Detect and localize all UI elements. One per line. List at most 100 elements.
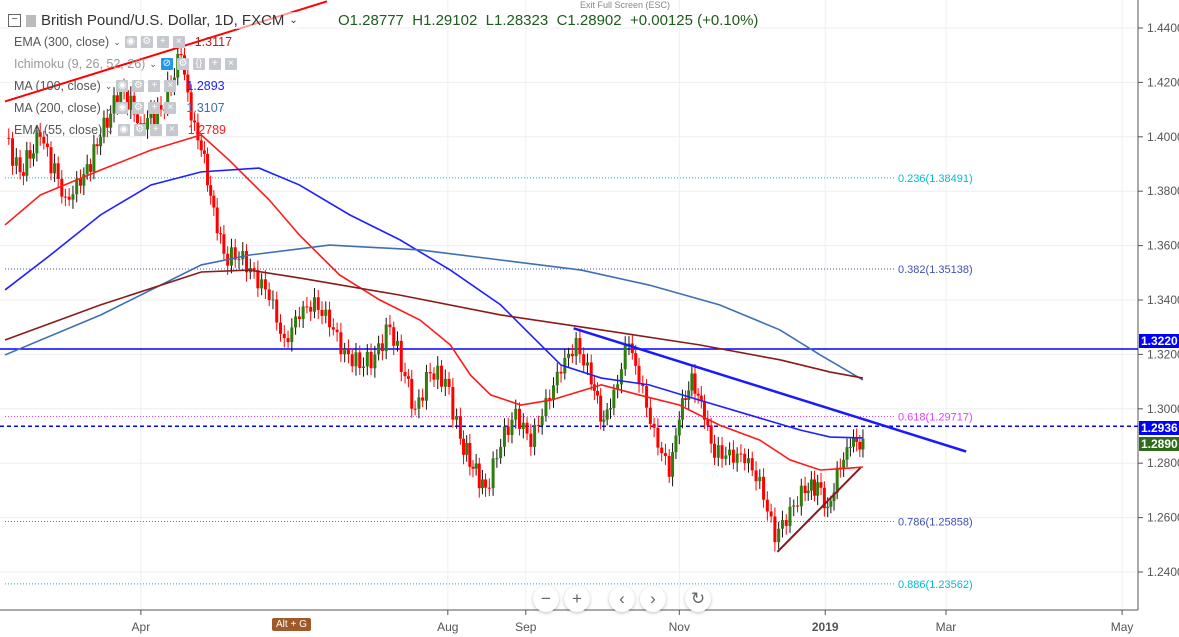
scroll-back-button[interactable]: ‹ (609, 586, 635, 612)
indicator-label[interactable]: EMA (55, close) (14, 123, 103, 137)
settings-icon[interactable]: ⚙ (176, 58, 189, 70)
candle-body (468, 442, 472, 467)
more-icon[interactable]: + (148, 102, 161, 114)
candle-body (346, 348, 350, 355)
candle-body (241, 251, 245, 260)
close-icon[interactable]: × (164, 80, 177, 92)
candle-body (578, 338, 582, 355)
indicator-label[interactable]: EMA (300, close) (14, 35, 110, 49)
source-icon[interactable]: {} (192, 58, 205, 70)
settings-icon[interactable]: ⚙ (140, 36, 153, 48)
candle-body (684, 398, 688, 400)
candle-body (477, 463, 481, 489)
candle-body (822, 487, 826, 509)
indicator-legend-item[interactable]: MA (200, close) ⌄ ◉ ⚙ + × 1.3107 (14, 101, 225, 115)
fib-level-label: 0.236(1.38491) (898, 173, 973, 185)
visibility-icon[interactable]: ⊘ (160, 58, 173, 70)
candle-body (32, 153, 36, 159)
visibility-icon[interactable]: ◉ (116, 102, 129, 114)
close-icon[interactable]: × (164, 102, 177, 114)
candle-body (758, 476, 762, 482)
indicator-label[interactable]: MA (200, close) (14, 101, 101, 115)
chevron-down-icon[interactable]: ⌄ (113, 36, 121, 47)
candle-body (739, 453, 743, 455)
close-icon[interactable]: × (165, 124, 178, 136)
candle-body (199, 140, 203, 151)
candle-body (11, 138, 15, 166)
candle-body (471, 466, 475, 469)
candle-body (388, 324, 392, 328)
candle-body (602, 419, 606, 422)
more-icon[interactable]: + (148, 80, 161, 92)
chevron-down-icon[interactable]: ⌄ (149, 58, 157, 69)
candle-body (487, 487, 491, 489)
candle-body (499, 446, 503, 459)
candle-body (152, 108, 156, 125)
candle-body (706, 419, 710, 426)
exit-fullscreen-hint[interactable]: Exit Full Screen (ESC) (580, 0, 671, 10)
fib-level-label: 0.886(1.23562) (898, 579, 973, 591)
candle-body (762, 476, 766, 500)
candle-body (769, 511, 773, 517)
candle-body (413, 408, 417, 410)
indicator-label[interactable]: Ichimoku (9, 26, 52, 26) (14, 57, 146, 71)
dashed-line-price-tag: 1.2936 (1139, 421, 1179, 435)
y-tick-label: 1.3200 (1147, 347, 1179, 361)
candle-body (282, 333, 286, 339)
zoom-in-button[interactable]: + (564, 586, 590, 612)
candle-body (28, 150, 32, 159)
zoom-out-button[interactable]: − (533, 586, 559, 612)
symbol-title[interactable]: British Pound/U.S. Dollar, 1D, FXCM (41, 12, 285, 29)
visibility-icon[interactable]: ◉ (124, 36, 137, 48)
reset-chart-button[interactable]: ↻ (685, 586, 711, 612)
indicator-legend-item[interactable]: Ichimoku (9, 26, 52, 26) ⌄ ⊘ ⚙{} + × (14, 57, 247, 71)
candle-body (544, 397, 548, 417)
chevron-down-icon[interactable]: ⌄ (106, 124, 114, 135)
indicator-legend-item[interactable]: EMA (300, close) ⌄ ◉ ⚙ + × 1.3117 (14, 35, 232, 49)
chevron-down-icon[interactable]: ⌄ (289, 15, 298, 26)
collapse-icon[interactable]: − (8, 14, 21, 27)
more-icon[interactable]: + (149, 124, 162, 136)
more-icon[interactable]: + (156, 36, 169, 48)
visibility-icon[interactable]: ◉ (116, 80, 129, 92)
candle-body (67, 196, 71, 200)
change-value: +0.00125 (+0.10%) (629, 12, 759, 29)
candle-body (215, 207, 219, 234)
settings-icon[interactable]: ⚙ (133, 124, 146, 136)
candle-body (835, 467, 839, 493)
candle-body (125, 90, 129, 110)
candle-body (788, 506, 792, 526)
candle-body (202, 150, 206, 154)
indicator-legend-item[interactable]: MA (100, close) ⌄ ◉ ⚙ + × 1.2893 (14, 79, 225, 93)
chevron-down-icon[interactable]: ⌄ (104, 102, 113, 113)
scroll-forward-button[interactable]: › (640, 586, 666, 612)
candle-body (799, 485, 803, 507)
chevron-down-icon[interactable]: ⌄ (104, 80, 113, 91)
hline-price-tag: 1.3220 (1139, 334, 1179, 348)
candle-body (443, 378, 447, 387)
candle-body (555, 371, 559, 386)
indicator-label[interactable]: MA (100, close) (14, 79, 101, 93)
candle-body (38, 132, 42, 137)
visibility-icon[interactable]: ◉ (117, 124, 130, 136)
candle-body (731, 449, 735, 463)
indicator-legend-item[interactable]: EMA (55, close) ⌄ ◉ ⚙ + × 1.2789 (14, 123, 226, 137)
moving-average-line (4, 133, 864, 471)
settings-icon[interactable]: ⚙ (132, 80, 145, 92)
indicator-value: 1.3117 (194, 35, 233, 49)
settings-icon[interactable]: ⚙ (132, 102, 145, 114)
candle-body (436, 365, 440, 380)
indicator-value: 1.3107 (186, 101, 225, 115)
candle-body (656, 427, 660, 448)
candle-body (196, 122, 200, 141)
y-tick-label: 1.2600 (1147, 511, 1179, 525)
candle-body (803, 485, 807, 494)
close-icon[interactable]: × (172, 36, 185, 48)
close-icon[interactable]: × (224, 58, 237, 70)
candle-body (458, 416, 462, 439)
candle-body (60, 178, 64, 197)
more-icon[interactable]: + (208, 58, 221, 70)
candle-body (21, 172, 25, 176)
candle-body (826, 506, 830, 509)
